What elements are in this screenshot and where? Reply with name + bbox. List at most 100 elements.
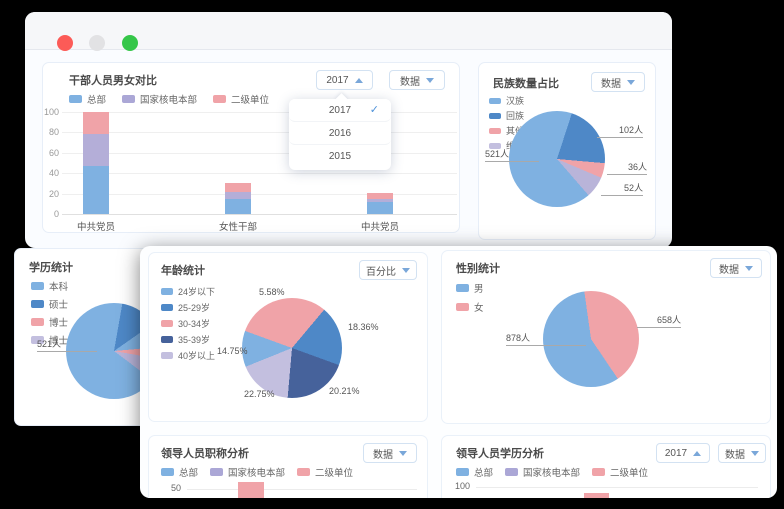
legend-chip [161,468,174,476]
legend-chip [456,303,469,311]
card-leader-title-analysis: 领导人员职称分析 数据 总部 国家核电本部 二级单位 50 [148,435,428,498]
legend-chip [489,142,501,149]
legend-item[interactable]: 30-34岁 [161,317,215,330]
year-select[interactable]: 2017 [316,70,373,90]
data-select[interactable]: 数据 [389,70,445,90]
pie-label-hui: 102人 [597,123,643,138]
chevron-up-icon [693,450,702,456]
x-category-label: 女性干部 [218,222,257,233]
legend-chip [456,284,469,292]
legend-chip [489,127,501,134]
stacked-bar-partial [584,493,609,498]
legend-chip [31,336,44,344]
age-pie-chart [242,298,342,398]
percent-select-value: 百分比 [366,266,396,278]
legend-item[interactable]: 男 [456,281,484,295]
data-select[interactable]: 数据 [718,443,766,463]
legend-item[interactable]: 本科 [31,279,78,293]
data-select[interactable]: 数据 [591,72,645,92]
card-title: 领导人员职称分析 [161,448,249,460]
legend-item[interactable]: 35-39岁 [161,333,215,346]
legend-item[interactable]: 回族 [489,109,524,122]
legend: 男 女 [456,281,484,314]
legend-item[interactable]: 25-29岁 [161,301,215,314]
card-title: 干部人员男女对比 [69,75,157,87]
stacked-bar [367,192,393,214]
gridline [476,487,758,488]
card-title: 领导人员学历分析 [456,448,544,460]
y-tick: 100 [43,107,59,117]
legend: 总部 国家核电本部 二级单位 [456,465,648,479]
legend-chip [161,304,173,311]
data-select-value: 数据 [601,78,621,90]
x-category-label: 中共党员 [76,222,115,233]
foreground-panel: 年龄统计 百分比 24岁以下 25-29岁 30-34岁 35-39岁 40岁以… [140,246,777,498]
legend-chip [592,468,606,476]
data-select[interactable]: 数据 [363,443,417,463]
chevron-down-icon [627,79,635,85]
legend-chip [297,468,311,476]
legend-item[interactable]: 汉族 [489,94,524,107]
y-tick: 50 [170,483,181,493]
legend-item[interactable]: 博士 [31,315,78,329]
card-title: 性别统计 [456,263,500,275]
window-titlebar [25,12,672,51]
close-window-button[interactable] [57,35,73,51]
menu-item-2017[interactable]: 2017 ✓ [289,99,391,122]
y-tick: 20 [48,189,59,199]
chevron-down-icon [751,450,759,456]
legend-item[interactable]: 总部 [69,92,106,106]
pie-label-right: 18.36% [348,322,379,332]
zoom-window-button[interactable] [122,35,138,51]
legend-item[interactable]: 国家核电本部 [122,92,197,106]
percent-select[interactable]: 百分比 [359,260,417,280]
legend-chip [489,112,501,119]
legend-chip [122,95,136,103]
legend-item[interactable]: 国家核电本部 [505,465,580,479]
legend: 24岁以下 25-29岁 30-34岁 35-39岁 40岁以上 [161,285,215,362]
legend-item[interactable]: 其他 [489,124,524,137]
stacked-bar-partial [238,482,264,498]
pie-label-male: 878人 [506,331,586,346]
data-select[interactable]: 数据 [710,258,762,278]
year-select-value: 2017 [326,74,349,86]
pie-label-left: 14.75% [217,346,248,356]
legend-item[interactable]: 40岁以上 [161,349,215,362]
legend: 总部 国家核电本部 二级单位 [161,465,353,479]
data-select-value: 数据 [373,449,393,461]
card-title: 学历统计 [29,262,73,274]
legend-item[interactable]: 总部 [456,465,493,479]
chevron-down-icon [399,450,407,456]
legend-item[interactable]: 24岁以下 [161,285,215,298]
legend-item[interactable]: 国家核电本部 [210,465,285,479]
check-icon: ✓ [369,104,379,116]
card-title: 年龄统计 [161,265,205,277]
legend-item[interactable]: 二级单位 [592,465,648,479]
pie-label-bottom-right: 20.21% [329,386,360,396]
legend: 总部 国家核电本部 二级单位 [69,92,269,106]
year-select[interactable]: 2017 [656,443,710,463]
chevron-down-icon [402,267,410,273]
legend-item[interactable]: 二级单位 [297,465,353,479]
legend-chip [456,468,469,476]
minimize-window-button[interactable] [89,35,105,51]
bar-plot-area [62,112,457,215]
card-title: 民族数量占比 [493,78,559,90]
menu-item-2015[interactable]: 2015 [289,145,391,168]
legend-chip [210,468,224,476]
pie-label-han: 521人 [485,147,539,162]
menu-item-2016[interactable]: 2016 [289,122,391,145]
pie-label-top: 5.58% [259,287,285,297]
legend-chip [213,95,227,103]
legend-item[interactable]: 博士后 [31,333,78,347]
card-ethnic-ratio: 民族数量占比 数据 汉族 回族 其他 维族 521人 102人 36人 52人 [478,62,656,240]
x-category-label: 中共党员 [360,222,399,233]
legend-item[interactable]: 女 [456,300,484,314]
legend-chip [489,97,501,104]
legend-item[interactable]: 硕士 [31,297,78,311]
legend-item[interactable]: 二级单位 [213,92,269,106]
legend-chip [161,320,173,327]
year-dropdown-menu: 2017 ✓ 2016 2015 [289,93,391,170]
legend-item[interactable]: 总部 [161,465,198,479]
card-sex-stats: 性别统计 数据 男 女 878人 658人 [441,250,771,424]
